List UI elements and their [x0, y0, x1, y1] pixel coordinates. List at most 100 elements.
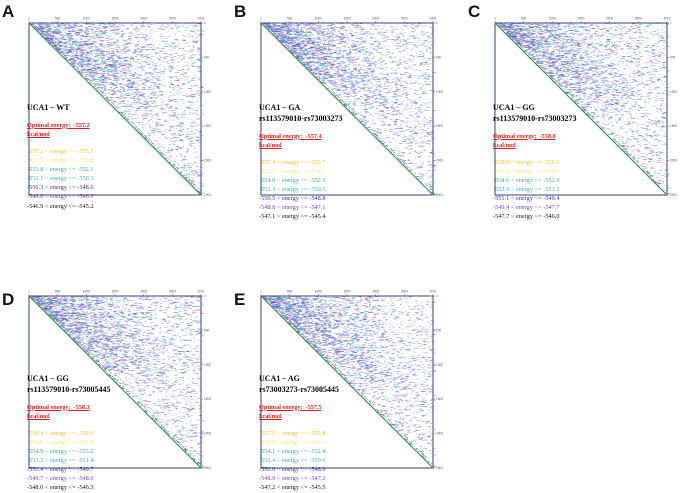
energy-unit: kcal/mol [27, 130, 50, 138]
title-line: UCA1 – AG [259, 374, 300, 383]
title-line: rs113579010-rs73003273 [259, 113, 343, 123]
legend-row-1: -558.3 < energy <= -556.6 [27, 429, 94, 437]
lower-triangle [30, 25, 199, 194]
diagonal-band [31, 23, 205, 194]
legend-row-5: -550.5 < energy <= -548.8 [259, 195, 326, 203]
axis-tick-label: 1000 [549, 17, 556, 21]
optimal-energy-value: -557.2 [73, 121, 90, 129]
legend-row-5: -551.4 < energy <= -549.7 [27, 466, 94, 474]
legend-row-3: -553.8 < energy <= -552.1 [27, 166, 94, 174]
legend-row-2: -555.8 < energy <= -554.1 [259, 438, 326, 446]
energy-unit: kcal/mol [259, 141, 282, 149]
legend-row-2: -555.7 < energy <= -554.0 [259, 167, 326, 175]
axis-tick-label: 2000 [670, 159, 677, 163]
axis-tick-label: 500 [670, 55, 676, 59]
optimal-energy-label: Optimal energy: [27, 403, 71, 411]
legend-row-7: -547.1 < energy <= -545.4 [259, 213, 326, 221]
optimal-energy: Optimal energy: -558.3 kcal/mol [27, 404, 111, 422]
dot-plot: 1 500 1000 1500 2000 2500 20011500100015002000… [28, 290, 211, 471]
lower-triangle [262, 298, 431, 467]
axis-tick-label: 2001 [197, 17, 204, 21]
axis-tick-label: 2001 [670, 193, 677, 197]
axis-tick-label: 2500 [401, 290, 408, 294]
main-diagonal [28, 22, 202, 196]
basepair-marks [261, 295, 437, 468]
legend-row-4: -552.3 < energy <= -550.5 [259, 185, 326, 193]
axis-tick-label: 1000 [315, 290, 322, 294]
legend-row-5: -551.1 < energy <= -549.4 [493, 195, 560, 203]
legend-row-6: -549.7 < energy <= -548.0 [27, 475, 94, 483]
axis-tick-label: 1000 [436, 90, 443, 94]
axis-tick-label: 1500 [436, 124, 443, 128]
axis-tick-label: 2000 [436, 432, 443, 436]
legend-row-7: -548.0 < energy <= -546.3 [27, 484, 94, 492]
diagonal-band [31, 296, 204, 468]
optimal-energy: Optimal energy: -558.0 kcal/mol [493, 133, 577, 151]
panel-caption: UCA1 – AG rs73003273-rs73005445 Optimal … [259, 374, 339, 492]
axis-tick-label: 2500 [169, 17, 176, 21]
optimal-energy-label: Optimal energy: [493, 132, 537, 140]
legend-row-6: -549.4 < energy <= -547.7 [493, 204, 560, 212]
title-line: UCA1 – GG [493, 103, 535, 112]
optimal-energy-value: -558.3 [73, 403, 90, 411]
axis-tick-label: 500 [436, 328, 442, 332]
axis-tick-label: 1 [436, 21, 438, 25]
optimal-energy-label: Optimal energy: [259, 403, 303, 411]
axis-tick-label: 2000 [140, 290, 147, 294]
energy-legend: -558.3 < energy <= -556.6 -556.6 < energ… [27, 429, 111, 493]
optimal-energy-value: -557.4 [305, 132, 322, 140]
axis-tick-label: 1 [204, 21, 206, 25]
axis-tick-label: 1500 [577, 17, 584, 21]
energy-unit: kcal/mol [27, 412, 50, 420]
axis-tick-label: 1500 [111, 290, 118, 294]
axis-tick-label: 2500 [169, 290, 176, 294]
axis-tick-label: 1 [28, 290, 30, 294]
legend-row-5: -550.3 < energy <= -548.6 [27, 184, 94, 192]
title-line: rs73003273-rs73005445 [259, 384, 339, 394]
axis-tick-label: 1000 [204, 90, 211, 94]
panel-letter: D [2, 290, 15, 309]
axis-tick-label: 1000 [315, 17, 322, 21]
legend-row-5: -550.6 < energy <= -548.9 [259, 466, 326, 474]
axis-tick-label: 500 [204, 55, 210, 59]
legend-row-6: -548.6 < energy <= -546.9 [27, 193, 94, 201]
panel-b: B 1 500 1000 1500 2000 2500 2001 1 500 1000 1500 20… [232, 0, 467, 240]
panel-title: UCA1 – GG rs113579010-rs73005445 [27, 374, 111, 396]
axis-tick-label: 500 [204, 328, 210, 332]
axis-tick-label: 500 [521, 17, 527, 21]
panel-caption: UCA1 – GG rs113579010-rs73005445 Optimal… [27, 374, 111, 492]
panel-e: E 1 500 1000 1500 2000 2500 2001 1 500 1000 1500 20… [232, 250, 467, 492]
panel-caption: UCA1 – GG rs113579010-rs73003273 Optimal… [493, 103, 577, 221]
legend-row-7: -546.9 < energy <= -545.2 [27, 202, 94, 210]
legend-row-1: -557.2 < energy <= -555.5 [27, 147, 94, 155]
axis-tick-label: 1000 [83, 290, 90, 294]
diagonal-band [261, 295, 437, 468]
axis-tick-label: 2001 [429, 17, 436, 21]
legend-row-6: -548.9 < energy <= -547.2 [259, 475, 326, 483]
axis-tick-label: 1 [260, 17, 262, 21]
axis-tick-label: 500 [55, 17, 61, 21]
axis-tick-label: 1500 [670, 124, 677, 128]
title-line: rs113579010-rs73003273 [493, 113, 577, 123]
legend-row-1: -557.4 < energy <= -555.7 [259, 158, 326, 166]
optimal-energy: Optimal energy: -557.2 kcal/mol [27, 122, 94, 140]
energy-unit: kcal/mol [493, 141, 516, 149]
title-line: UCA1 – GA [259, 103, 301, 112]
panel-c: C 1 500 1000 1500 2000 2500 2001 1 500 1000 1500 20… [466, 0, 700, 240]
main-diagonal [260, 295, 434, 469]
legend-row-2: -556.3 < energy <= -554.6 [493, 167, 560, 175]
axis-tick-label: 2500 [635, 17, 642, 21]
legend-row-6: -548.8 < energy <= -547.1 [259, 204, 326, 212]
dot-plot: 1 500 1000 1500 2000 2500 20011500100015002000… [260, 17, 443, 198]
main-diagonal [260, 22, 434, 196]
panel-letter: C [468, 2, 481, 21]
legend-row-2: -556.6 < energy <= -554.9 [27, 438, 94, 446]
legend-row-3: -554.9 < energy <= -553.2 [27, 447, 94, 455]
legend-row-3: -554.0 < energy <= -552.3 [259, 176, 326, 184]
dot-plot: 1 500 1000 1500 2000 2500 20011500100015002000… [260, 290, 443, 471]
axis-tick-label: 2001 [436, 193, 443, 197]
legend-row-3: -554.1 < energy <= -552.4 [259, 447, 326, 455]
axis-tick-label: 2000 [372, 17, 379, 21]
axis-tick-label: 1 [494, 17, 496, 21]
legend-row-4: -552.1 < energy <= -550.3 [27, 175, 94, 183]
